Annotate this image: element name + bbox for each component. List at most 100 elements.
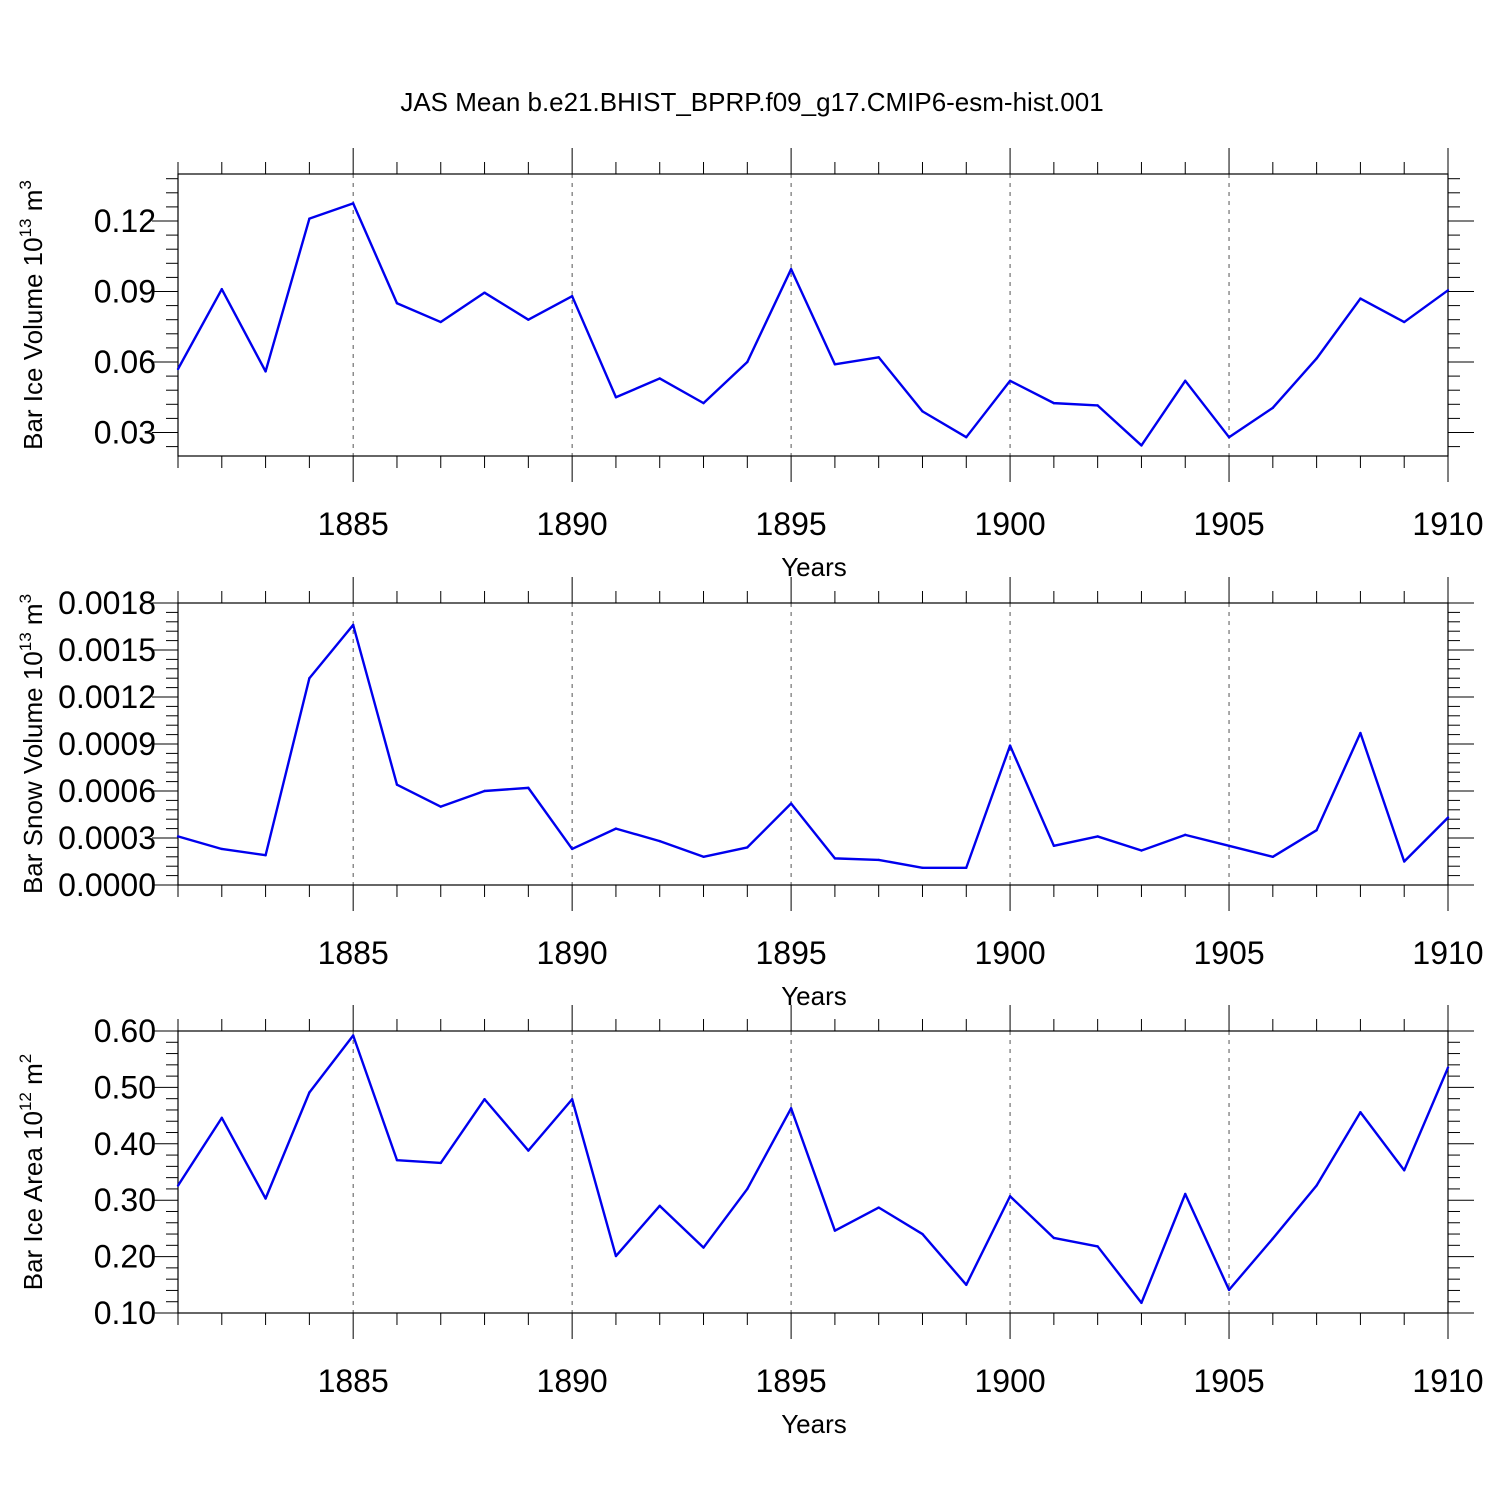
y-axis-label: Bar Ice Volume 1013 m3 xyxy=(16,180,48,450)
x-tick-label: 1910 xyxy=(1412,935,1483,971)
y-tick-label: 0.06 xyxy=(94,344,156,380)
data-point xyxy=(220,287,223,291)
y-axis-label-unit-exponent: 3 xyxy=(16,594,35,603)
x-tick-label: 1885 xyxy=(318,506,389,542)
data-point xyxy=(746,846,749,849)
y-tick-label: 0.30 xyxy=(94,1182,156,1218)
data-point xyxy=(921,410,924,413)
x-tick-label: 1900 xyxy=(974,935,1045,971)
plot-frame xyxy=(177,173,1449,457)
data-point xyxy=(833,1229,837,1232)
data-point xyxy=(658,377,661,380)
data-point xyxy=(746,1187,749,1191)
y-axis-label: Bar Snow Volume 1013 m3 xyxy=(16,594,48,894)
data-point xyxy=(483,1098,486,1101)
y-axis-label-unit: m xyxy=(18,1063,48,1092)
chart-panel-1: 0.03 0.06 0.09 0.12 1885 1890 1895 1900 1905 1910… xyxy=(16,148,1484,582)
data-point xyxy=(1359,1111,1362,1114)
y-axis-label-exponent: 12 xyxy=(16,1092,35,1111)
data-point xyxy=(1052,844,1056,848)
x-axis-label: Years xyxy=(781,981,847,1011)
data-point xyxy=(877,1206,880,1209)
data-point xyxy=(1403,320,1406,324)
x-tick-label: 1895 xyxy=(756,935,827,971)
data-point xyxy=(1096,404,1099,407)
data-point xyxy=(1271,406,1275,410)
series-line xyxy=(178,202,1448,447)
data-point xyxy=(439,1161,442,1165)
data-point xyxy=(1359,297,1362,300)
data-point xyxy=(1403,1169,1406,1172)
x-tick-label: 1905 xyxy=(1193,1363,1264,1399)
data-point xyxy=(439,320,442,324)
data-point xyxy=(1271,1237,1275,1240)
x-tick-label: 1890 xyxy=(537,935,608,971)
data-point xyxy=(789,267,793,271)
x-tick-label: 1910 xyxy=(1412,1363,1483,1399)
data-point xyxy=(1008,1195,1012,1198)
figure-title: JAS Mean b.e21.BHIST_BPRP.f09_g17.CMIP6-… xyxy=(400,87,1103,117)
y-tick-label: 0.0003 xyxy=(58,820,156,856)
data-point xyxy=(877,858,880,862)
data-point xyxy=(1359,731,1362,735)
data-point xyxy=(1184,833,1187,837)
y-tick-label: 0.0006 xyxy=(58,773,156,809)
y-tick-label: 0.09 xyxy=(94,274,156,310)
y-tick-label: 0.0000 xyxy=(58,867,156,903)
data-point xyxy=(1446,1066,1450,1069)
x-tick-label: 1910 xyxy=(1412,506,1483,542)
y-tick-label: 0.60 xyxy=(94,1013,156,1049)
data-point xyxy=(395,783,399,786)
x-tick-label: 1890 xyxy=(537,506,608,542)
data-point xyxy=(483,291,486,294)
data-point xyxy=(921,1232,924,1236)
y-tick-label: 0.03 xyxy=(94,415,156,451)
y-axis-label-exponent: 13 xyxy=(16,632,35,651)
series-line xyxy=(178,623,1448,869)
y-axis-label-main: Bar Ice Area 10 xyxy=(18,1111,48,1290)
x-axis-label: Years xyxy=(781,552,847,582)
y-axis-label-main: Bar Ice Volume 10 xyxy=(18,237,48,449)
plot-frame xyxy=(177,1030,1449,1314)
data-point xyxy=(614,396,618,399)
x-tick-label: 1885 xyxy=(318,935,389,971)
y-tick-label: 0.0009 xyxy=(58,726,156,762)
x-tick-label: 1895 xyxy=(756,506,827,542)
data-point xyxy=(395,1158,399,1162)
data-point xyxy=(264,854,267,857)
y-axis-label-unit-exponent: 2 xyxy=(16,1054,35,1063)
data-point xyxy=(965,1283,968,1287)
x-tick-label: 1905 xyxy=(1193,506,1264,542)
data-point xyxy=(658,839,661,843)
data-point xyxy=(702,1246,705,1249)
data-point xyxy=(1227,844,1231,848)
x-tick-label: 1900 xyxy=(974,1363,1045,1399)
data-point xyxy=(395,302,399,305)
x-tick-label: 1885 xyxy=(318,1363,389,1399)
data-point xyxy=(789,802,793,805)
data-point xyxy=(1227,1288,1231,1292)
data-point xyxy=(1315,357,1318,360)
data-point xyxy=(614,827,618,830)
y-tick-label: 0.0015 xyxy=(58,632,156,668)
y-tick-label: 0.50 xyxy=(94,1069,156,1105)
data-point xyxy=(220,1116,223,1120)
y-axis-label-exponent: 13 xyxy=(16,218,35,237)
data-point xyxy=(1140,444,1143,447)
data-point xyxy=(264,370,267,373)
x-tick-label: 1895 xyxy=(756,1363,827,1399)
chart-panels: 0.03 0.06 0.09 0.12 1885 1890 1895 1900 1905 1910… xyxy=(16,148,1484,1439)
data-point xyxy=(965,866,968,869)
data-point xyxy=(570,295,574,298)
data-point xyxy=(702,855,705,858)
y-axis-label-main: Bar Snow Volume 10 xyxy=(18,651,48,894)
data-point xyxy=(1052,1236,1056,1240)
data-point xyxy=(527,318,530,321)
data-point xyxy=(1184,379,1187,382)
data-point xyxy=(1446,289,1450,292)
data-point xyxy=(1315,1184,1318,1187)
data-point xyxy=(921,866,924,869)
data-point xyxy=(527,1149,530,1152)
